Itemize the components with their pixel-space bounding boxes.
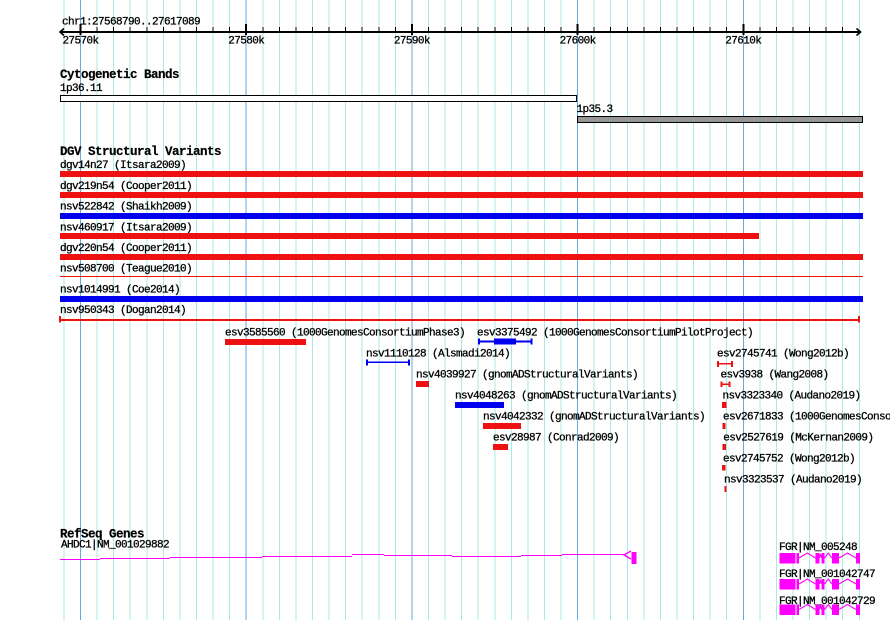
- svg-text:nsv508700 (Teague2010): nsv508700 (Teague2010): [60, 264, 192, 276]
- svg-text:27600k: 27600k: [560, 35, 597, 47]
- svg-text:nsv950343 (Dogan2014): nsv950343 (Dogan2014): [60, 305, 186, 317]
- svg-text:nsv460917 (Itsara2009): nsv460917 (Itsara2009): [60, 222, 192, 234]
- svg-text:dgv14n27 (Itsara2009): dgv14n27 (Itsara2009): [60, 160, 186, 172]
- svg-text:27580k: 27580k: [228, 35, 265, 47]
- svg-text:AHDC1|NM_001029882: AHDC1|NM_001029882: [61, 539, 169, 551]
- svg-text:DGV Structural Variants: DGV Structural Variants: [60, 145, 221, 159]
- svg-text:FGR|NM_005248: FGR|NM_005248: [779, 542, 857, 554]
- svg-text:nsv4042332 (gnomADStructuralVa: nsv4042332 (gnomADStructuralVariants): [483, 411, 705, 423]
- svg-text:esv3375492 (1000GenomesConsort: esv3375492 (1000GenomesConsortiumPilotPr…: [477, 327, 753, 339]
- svg-text:FGR|NM_001042729: FGR|NM_001042729: [779, 596, 875, 608]
- svg-text:27590k: 27590k: [394, 35, 431, 47]
- svg-text:27610k: 27610k: [725, 35, 762, 47]
- svg-text:FGR|NM_001042747: FGR|NM_001042747: [779, 569, 875, 581]
- svg-text:esv2671833 (1000GenomesConsort: esv2671833 (1000GenomesConsortiumPilotPr…: [723, 411, 890, 423]
- svg-text:dgv219n54 (Cooper2011): dgv219n54 (Cooper2011): [60, 181, 192, 193]
- svg-text:esv2527619 (McKernan2009): esv2527619 (McKernan2009): [723, 432, 873, 444]
- svg-text:nsv3323340 (Audano2019): nsv3323340 (Audano2019): [723, 390, 861, 402]
- svg-text:esv3585560 (1000GenomesConsort: esv3585560 (1000GenomesConsortiumPhase3): [225, 327, 465, 339]
- svg-text:nsv1014991 (Coe2014): nsv1014991 (Coe2014): [60, 284, 180, 296]
- svg-text:1p36.11: 1p36.11: [60, 83, 103, 95]
- svg-text:27570k: 27570k: [63, 35, 100, 47]
- svg-text:esv3938 (Wang2008): esv3938 (Wang2008): [721, 369, 829, 381]
- svg-text:1p35.3: 1p35.3: [577, 104, 613, 116]
- svg-text:nsv4039927 (gnomADStructuralVa: nsv4039927 (gnomADStructuralVariants): [416, 369, 638, 381]
- svg-text:RefSeq Genes: RefSeq Genes: [60, 527, 144, 541]
- svg-text:nsv522842 (Shaikh2009): nsv522842 (Shaikh2009): [60, 202, 192, 214]
- svg-text:nsv1110128 (Alsmadi2014): nsv1110128 (Alsmadi2014): [366, 348, 510, 360]
- svg-text:esv28987 (Conrad2009): esv28987 (Conrad2009): [493, 432, 619, 444]
- svg-text:esv2745752 (Wong2012b): esv2745752 (Wong2012b): [723, 453, 855, 465]
- svg-text:chr1:27568790..27617089: chr1:27568790..27617089: [62, 17, 200, 29]
- svg-text:nsv3323537 (Audano2019): nsv3323537 (Audano2019): [724, 474, 862, 486]
- svg-text:nsv4048263 (gnomADStructuralVa: nsv4048263 (gnomADStructuralVariants): [455, 390, 677, 402]
- svg-text:esv2745741 (Wong2012b): esv2745741 (Wong2012b): [717, 348, 849, 360]
- svg-text:dgv220n54 (Cooper2011): dgv220n54 (Cooper2011): [60, 243, 192, 255]
- svg-text:Cytogenetic Bands: Cytogenetic Bands: [60, 68, 179, 82]
